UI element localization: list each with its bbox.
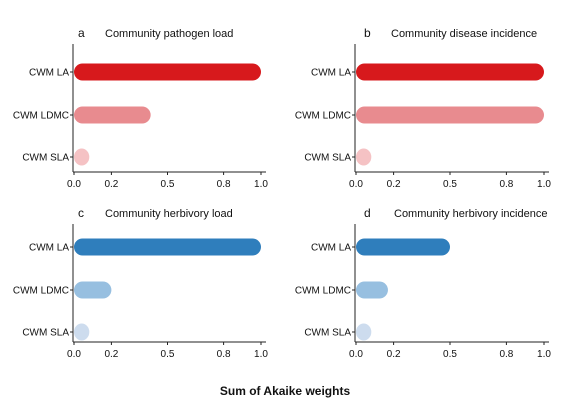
category-label-b-2: CWM SLA — [304, 153, 351, 164]
bar-c-0 — [74, 238, 261, 256]
panel-label-c: c — [78, 206, 84, 220]
panel-label-a: a — [78, 26, 85, 40]
x-tick-label-a-2: 0.5 — [161, 179, 175, 190]
x-tick-label-a-4: 1.0 — [254, 179, 268, 190]
bar-a-2 — [74, 148, 90, 166]
x-tick-label-d-1: 0.2 — [387, 349, 401, 360]
x-tick-label-b-0: 0.0 — [349, 179, 363, 190]
x-tick-label-a-3: 0.8 — [217, 179, 231, 190]
bar-b-2 — [356, 148, 372, 166]
panel-label-d: d — [364, 206, 371, 220]
x-tick-label-d-2: 0.5 — [443, 349, 457, 360]
panel-b: b Community disease incidence 0.0 0.2 0.5 0.8… — [295, 26, 551, 190]
category-label-d-2: CWM SLA — [304, 328, 351, 339]
x-tick-label-b-3: 0.8 — [499, 179, 513, 190]
panel-a: a Community pathogen load 0.0 0.2 0.5 0.8 1.0 C… — [13, 26, 268, 190]
bar-c-1 — [74, 281, 112, 299]
bar-b-1 — [356, 106, 544, 124]
category-label-d-1: CWM LDMC — [295, 286, 351, 297]
category-label-c-0: CWM LA — [29, 243, 69, 254]
bar-d-0 — [356, 238, 450, 256]
bar-c-2 — [74, 323, 90, 341]
x-tick-label-c-2: 0.5 — [161, 349, 175, 360]
x-tick-label-b-4: 1.0 — [537, 179, 551, 190]
x-tick-label-c-0: 0.0 — [67, 349, 81, 360]
x-tick-label-a-1: 0.2 — [104, 179, 118, 190]
x-tick-label-c-3: 0.8 — [217, 349, 231, 360]
panel-d: d Community herbivory incidence 0.0 0.2 0.5 0… — [295, 206, 551, 360]
category-label-c-2: CWM SLA — [22, 328, 69, 339]
panel-label-b: b — [364, 26, 371, 40]
bar-a-1 — [74, 106, 151, 124]
panel-title-a: Community pathogen load — [105, 28, 233, 40]
x-tick-label-c-4: 1.0 — [254, 349, 268, 360]
bar-d-1 — [356, 281, 388, 299]
shared-x-axis-label: Sum of Akaike weights — [219, 384, 351, 398]
category-label-b-1: CWM LDMC — [295, 111, 351, 122]
category-label-a-0: CWM LA — [29, 68, 69, 79]
x-tick-label-c-1: 0.2 — [104, 349, 118, 360]
bar-b-0 — [356, 63, 544, 81]
x-tick-label-d-3: 0.8 — [499, 349, 513, 360]
x-tick-label-a-0: 0.0 — [67, 179, 81, 190]
category-label-c-1: CWM LDMC — [13, 286, 69, 297]
x-tick-label-d-4: 1.0 — [537, 349, 551, 360]
category-label-a-1: CWM LDMC — [13, 111, 69, 122]
category-label-a-2: CWM SLA — [22, 153, 69, 164]
panel-c: c Community herbivory load 0.0 0.2 0.5 0.8 1.0… — [13, 206, 268, 360]
panel-title-b: Community disease incidence — [391, 28, 537, 40]
x-tick-label-b-1: 0.2 — [387, 179, 401, 190]
x-tick-label-d-0: 0.0 — [349, 349, 363, 360]
panel-title-d: Community herbivory incidence — [394, 208, 547, 220]
category-label-d-0: CWM LA — [311, 243, 351, 254]
bar-a-0 — [74, 63, 261, 81]
bar-d-2 — [356, 323, 372, 341]
category-label-b-0: CWM LA — [311, 68, 351, 79]
x-tick-label-b-2: 0.5 — [443, 179, 457, 190]
panel-title-c: Community herbivory load — [105, 208, 233, 220]
